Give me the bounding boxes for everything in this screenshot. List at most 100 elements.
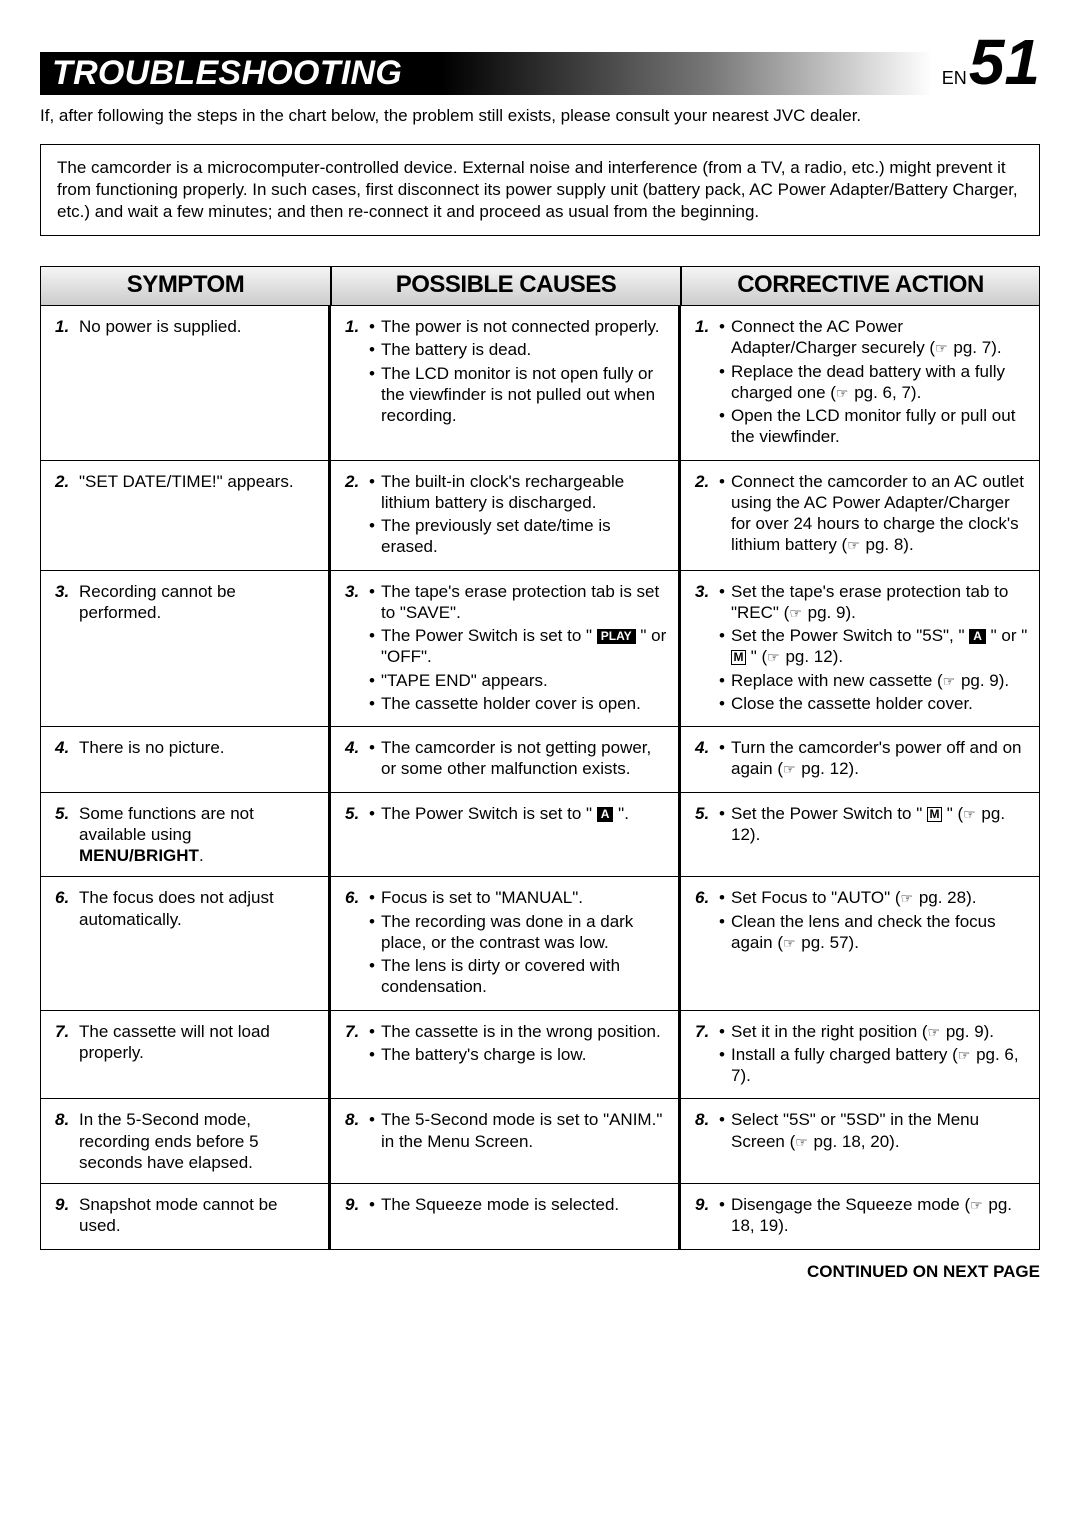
row-number: 1.	[55, 316, 79, 337]
header-bar: TROUBLESHOOTING EN 51	[40, 30, 1040, 95]
table-row: 7.The cassette will not load properly.7.…	[41, 1010, 1039, 1099]
pointing-hand-icon	[789, 603, 803, 622]
table-body: 1.No power is supplied.1.The power is no…	[41, 306, 1039, 1249]
table-row: 5.Some functions are not available using…	[41, 792, 1039, 877]
row-number: 5.	[345, 803, 369, 824]
row-number: 6.	[695, 887, 719, 908]
cause-item: The battery's charge is low.	[369, 1044, 668, 1065]
col-header-causes: POSSIBLE CAUSES	[331, 267, 681, 306]
pointing-hand-icon	[783, 759, 797, 778]
causes-cell: 2.The built-in clock's rechargeable lith…	[331, 461, 681, 570]
mode-a-icon: A	[597, 807, 614, 822]
pointing-hand-icon	[958, 1045, 972, 1064]
symptom-text: "SET DATE/TIME!" appears.	[79, 471, 318, 492]
cause-item: The Power Switch is set to " A ".	[369, 803, 668, 824]
col-header-symptom: SYMPTOM	[41, 267, 331, 306]
mode-m-icon: M	[731, 650, 746, 665]
cause-item: "TAPE END" appears.	[369, 670, 668, 691]
causes-cell: 5.The Power Switch is set to " A ".	[331, 793, 681, 877]
row-number: 1.	[695, 316, 719, 337]
page-num: 51	[969, 30, 1040, 94]
causes-cell: 9.The Squeeze mode is selected.	[331, 1184, 681, 1249]
cause-item: The cassette holder cover is open.	[369, 693, 668, 714]
row-number: 3.	[55, 581, 79, 602]
causes-cell: 3.The tape's erase protection tab is set…	[331, 571, 681, 727]
causes-cell: 7.The cassette is in the wrong position.…	[331, 1011, 681, 1099]
row-number: 2.	[695, 471, 719, 492]
causes-cell: 1.The power is not connected properly. Th…	[331, 306, 681, 460]
action-item: Close the cassette holder cover.	[719, 693, 1029, 714]
symptom-text: The cassette will not load properly.	[79, 1021, 318, 1064]
action-item: Clean the lens and check the focus again…	[719, 911, 1029, 954]
pointing-hand-icon	[901, 888, 915, 907]
pointing-hand-icon	[928, 1022, 942, 1041]
pointing-hand-icon	[970, 1195, 984, 1214]
row-number: 4.	[55, 737, 79, 758]
table-header-row: SYMPTOM POSSIBLE CAUSES CORRECTIVE ACTIO…	[41, 267, 1039, 306]
pointing-hand-icon	[795, 1132, 809, 1151]
note-box: The camcorder is a microcomputer-control…	[40, 144, 1040, 236]
causes-cell: 6.Focus is set to "MANUAL".The recording…	[331, 877, 681, 1009]
row-number: 8.	[345, 1109, 369, 1130]
row-number: 7.	[695, 1021, 719, 1042]
pointing-hand-icon	[783, 933, 797, 952]
causes-cell: 4.The camcorder is not getting power, or…	[331, 727, 681, 792]
action-cell: 7.Set it in the right position ( pg. 9).…	[681, 1011, 1039, 1099]
action-item: Set the Power Switch to "5S", " A " or "…	[719, 625, 1029, 668]
intro-text: If, after following the steps in the cha…	[40, 105, 1040, 128]
symptom-cell: 6.The focus does not adjust automaticall…	[41, 877, 331, 1009]
action-cell: 4.Turn the camcorder's power off and on …	[681, 727, 1039, 792]
cause-item: The tape's erase protection tab is set t…	[369, 581, 668, 624]
symptom-cell: 2."SET DATE/TIME!" appears.	[41, 461, 331, 570]
cause-item: The camcorder is not getting power, or s…	[369, 737, 668, 780]
table-row: 6.The focus does not adjust automaticall…	[41, 876, 1039, 1009]
cause-item: The LCD monitor is not open fully or the…	[369, 363, 668, 427]
action-cell: 8.Select "5S" or "5SD" in the Menu Scree…	[681, 1099, 1039, 1183]
troubleshooting-table: SYMPTOM POSSIBLE CAUSES CORRECTIVE ACTIO…	[40, 266, 1040, 1250]
row-number: 8.	[55, 1109, 79, 1130]
cause-item: The power is not connected properly.	[369, 316, 668, 337]
causes-cell: 8.The 5-Second mode is set to "ANIM." in…	[331, 1099, 681, 1183]
cause-item: Focus is set to "MANUAL".	[369, 887, 668, 908]
cause-item: The lens is dirty or covered with conden…	[369, 955, 668, 998]
row-number: 2.	[345, 471, 369, 492]
symptom-cell: 9.Snapshot mode cannot be used.	[41, 1184, 331, 1249]
symptom-cell: 4.There is no picture.	[41, 727, 331, 792]
action-item: Set it in the right position ( pg. 9).	[719, 1021, 1029, 1042]
symptom-text: In the 5-Second mode, recording ends bef…	[79, 1109, 318, 1173]
table-row: 4.There is no picture.4.The camcorder is…	[41, 726, 1039, 792]
pointing-hand-icon	[943, 671, 957, 690]
row-number: 5.	[695, 803, 719, 824]
action-item: Set Focus to "AUTO" ( pg. 28).	[719, 887, 1029, 908]
action-item: Set the tape's erase protection tab to "…	[719, 581, 1029, 624]
table-row: 1.No power is supplied.1.The power is no…	[41, 306, 1039, 460]
table-row: 2."SET DATE/TIME!" appears.2.The built-i…	[41, 460, 1039, 570]
row-number: 6.	[345, 887, 369, 908]
action-cell: 6.Set Focus to "AUTO" ( pg. 28). Clean th…	[681, 877, 1039, 1009]
action-item: Replace the dead battery with a fully ch…	[719, 361, 1029, 404]
row-number: 3.	[345, 581, 369, 602]
cause-item: The cassette is in the wrong position.	[369, 1021, 668, 1042]
row-number: 1.	[345, 316, 369, 337]
symptom-cell: 7.The cassette will not load properly.	[41, 1011, 331, 1099]
lang-code: EN	[942, 68, 967, 89]
symptom-text: Recording cannot be performed.	[79, 581, 318, 624]
symptom-cell: 3.Recording cannot be performed.	[41, 571, 331, 727]
continued-text: CONTINUED ON NEXT PAGE	[40, 1262, 1040, 1282]
action-item: Replace with new cassette ( pg. 9).	[719, 670, 1029, 691]
pointing-hand-icon	[836, 383, 850, 402]
table-row: 3.Recording cannot be performed.3.The ta…	[41, 570, 1039, 727]
action-item: Set the Power Switch to " M " ( pg. 12).	[719, 803, 1029, 846]
page-title: TROUBLESHOOTING	[40, 52, 932, 95]
cause-item: The 5-Second mode is set to "ANIM." in t…	[369, 1109, 668, 1152]
action-item: Install a fully charged battery ( pg. 6,…	[719, 1044, 1029, 1087]
row-number: 2.	[55, 471, 79, 492]
row-number: 7.	[345, 1021, 369, 1042]
row-number: 3.	[695, 581, 719, 602]
symptom-text: Some functions are not available using M…	[79, 803, 318, 867]
action-item: Open the LCD monitor fully or pull out t…	[719, 405, 1029, 448]
symptom-cell: 1.No power is supplied.	[41, 306, 331, 460]
cause-item: The previously set date/time is erased.	[369, 515, 668, 558]
symptom-cell: 5.Some functions are not available using…	[41, 793, 331, 877]
row-number: 5.	[55, 803, 79, 824]
